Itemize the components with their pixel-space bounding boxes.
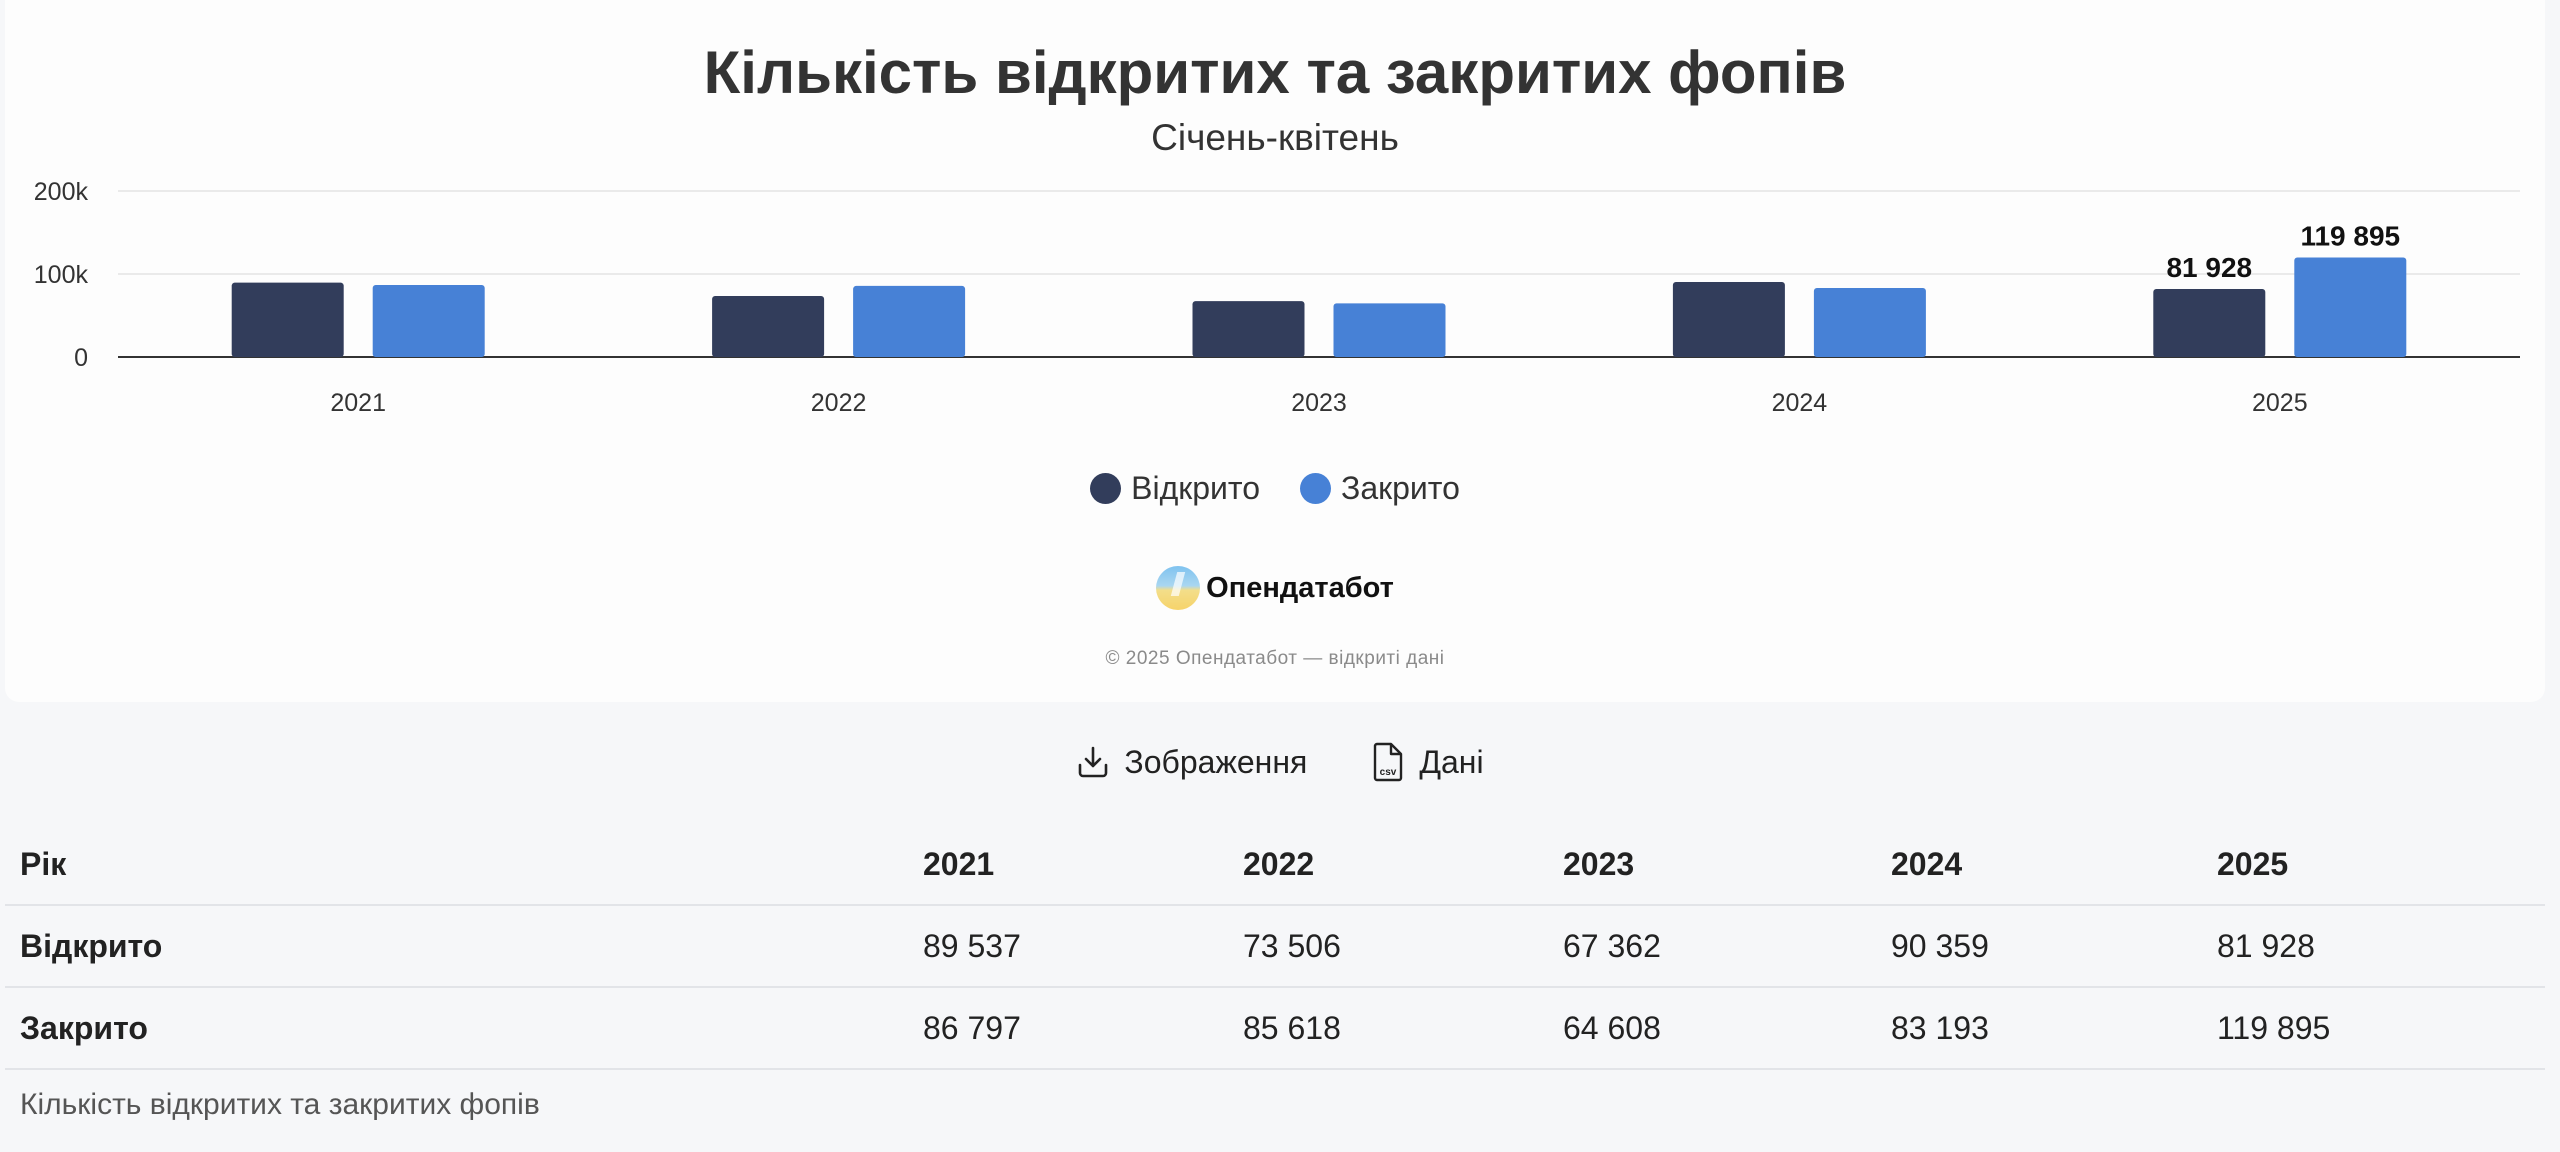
csv-file-icon: csv <box>1374 742 1403 782</box>
y-tick-label: 0 <box>74 344 88 372</box>
export-actions: Зображення csv Дані <box>0 742 2560 782</box>
bar-closed-2021 <box>372 284 485 357</box>
chart-legend: Відкрито Закрито <box>0 470 2550 507</box>
copyright: © 2025 Опендатабот — відкриті дані <box>1105 648 1445 669</box>
bar-closed-2025 <box>2294 257 2407 357</box>
table-cell: 64 608 <box>1548 987 1876 1070</box>
bar-opened-2025 <box>2153 288 2266 357</box>
table-header-year: 2023 <box>1548 824 1876 906</box>
table-header-year: 2025 <box>2202 824 2545 906</box>
table-cell: 73 506 <box>1228 905 1548 988</box>
table-cell: 90 359 <box>1876 905 2202 988</box>
legend-swatch-opened <box>1090 473 1122 504</box>
table-header-year: 2022 <box>1228 824 1548 906</box>
table-cell: 67 362 <box>1548 905 1876 988</box>
bar-closed-2022 <box>853 285 966 357</box>
brand: Опендатабот <box>0 566 2550 610</box>
x-tick-label: 2023 <box>1291 389 1347 417</box>
legend-swatch-closed <box>1300 473 1331 504</box>
table-row-label: Закрито <box>5 987 908 1070</box>
download-icon <box>1079 746 1108 778</box>
table-cell: 86 797 <box>908 987 1228 1070</box>
chart-subtitle: Січень-квітень <box>1151 117 1399 158</box>
x-tick-label: 2024 <box>1772 389 1828 417</box>
legend-label-closed: Закрито <box>1341 470 1460 506</box>
table-row: Закрито 86 797 85 618 64 608 83 193 119 … <box>5 987 2545 1070</box>
download-image-label: Зображення <box>1124 743 1308 780</box>
y-axis-ticks: 0 100k 200k <box>34 178 89 372</box>
download-data-button[interactable]: csv Дані <box>1371 742 1484 782</box>
chart-gridlines <box>118 190 2520 358</box>
table-caption: Кількість відкритих та закритих фопів <box>20 1088 540 1121</box>
legend-label-opened: Відкрито <box>1131 470 1260 506</box>
table-cell: 119 895 <box>2202 987 2545 1070</box>
table-row: Відкрито 89 537 73 506 67 362 90 359 81 … <box>5 905 2545 988</box>
y-tick-label: 200k <box>34 178 89 206</box>
table-header-label: Рік <box>5 824 908 906</box>
bar-opened-2021 <box>231 282 344 357</box>
data-labels: 81 928 119 895 <box>2166 220 2400 283</box>
x-tick-label: 2021 <box>330 389 386 417</box>
table-cell: 81 928 <box>2202 905 2545 988</box>
download-image-button[interactable]: Зображення <box>1076 742 1307 782</box>
table-header-year: 2024 <box>1876 824 2202 906</box>
bar-opened-2024 <box>1672 282 1785 357</box>
brand-name: Опендатабот <box>1206 571 1394 604</box>
x-tick-label: 2022 <box>811 389 867 417</box>
data-table: Рік 2021 2022 2023 2024 2025 Відкрито 89… <box>5 824 2545 1070</box>
legend-item-opened[interactable]: Відкрито <box>1090 470 1260 507</box>
csv-tag: csv <box>1380 767 1397 778</box>
legend-item-closed[interactable]: Закрито <box>1300 470 1460 507</box>
chart-title: Кількість відкритих та закритих фопів <box>703 39 1847 106</box>
table-cell: 83 193 <box>1876 987 2202 1070</box>
bar-closed-2024 <box>1813 287 1926 357</box>
download-data-label: Дані <box>1419 743 1484 780</box>
chart-bars <box>231 257 2407 357</box>
table-row-label: Відкрито <box>5 905 908 988</box>
x-tick-label: 2025 <box>2252 389 2308 417</box>
bar-opened-2022 <box>712 295 825 357</box>
x-axis-ticks: 2021 2022 2023 2024 2025 <box>330 389 2307 417</box>
table-cell: 85 618 <box>1228 987 1548 1070</box>
table-header-row: Рік 2021 2022 2023 2024 2025 <box>5 824 2545 906</box>
table-header-year: 2021 <box>908 824 1228 906</box>
y-tick-label: 100k <box>34 261 89 289</box>
data-label: 119 895 <box>2300 220 2400 251</box>
bar-chart: 0 100k 200k 2021 2022 2023 2024 2025 81 928 119… <box>34 178 2520 417</box>
bar-closed-2023 <box>1333 303 1446 357</box>
bar-opened-2023 <box>1192 301 1305 357</box>
table-cell: 89 537 <box>908 905 1228 988</box>
opendatabot-logo-icon <box>1156 566 1201 610</box>
data-label: 81 928 <box>2166 252 2252 283</box>
